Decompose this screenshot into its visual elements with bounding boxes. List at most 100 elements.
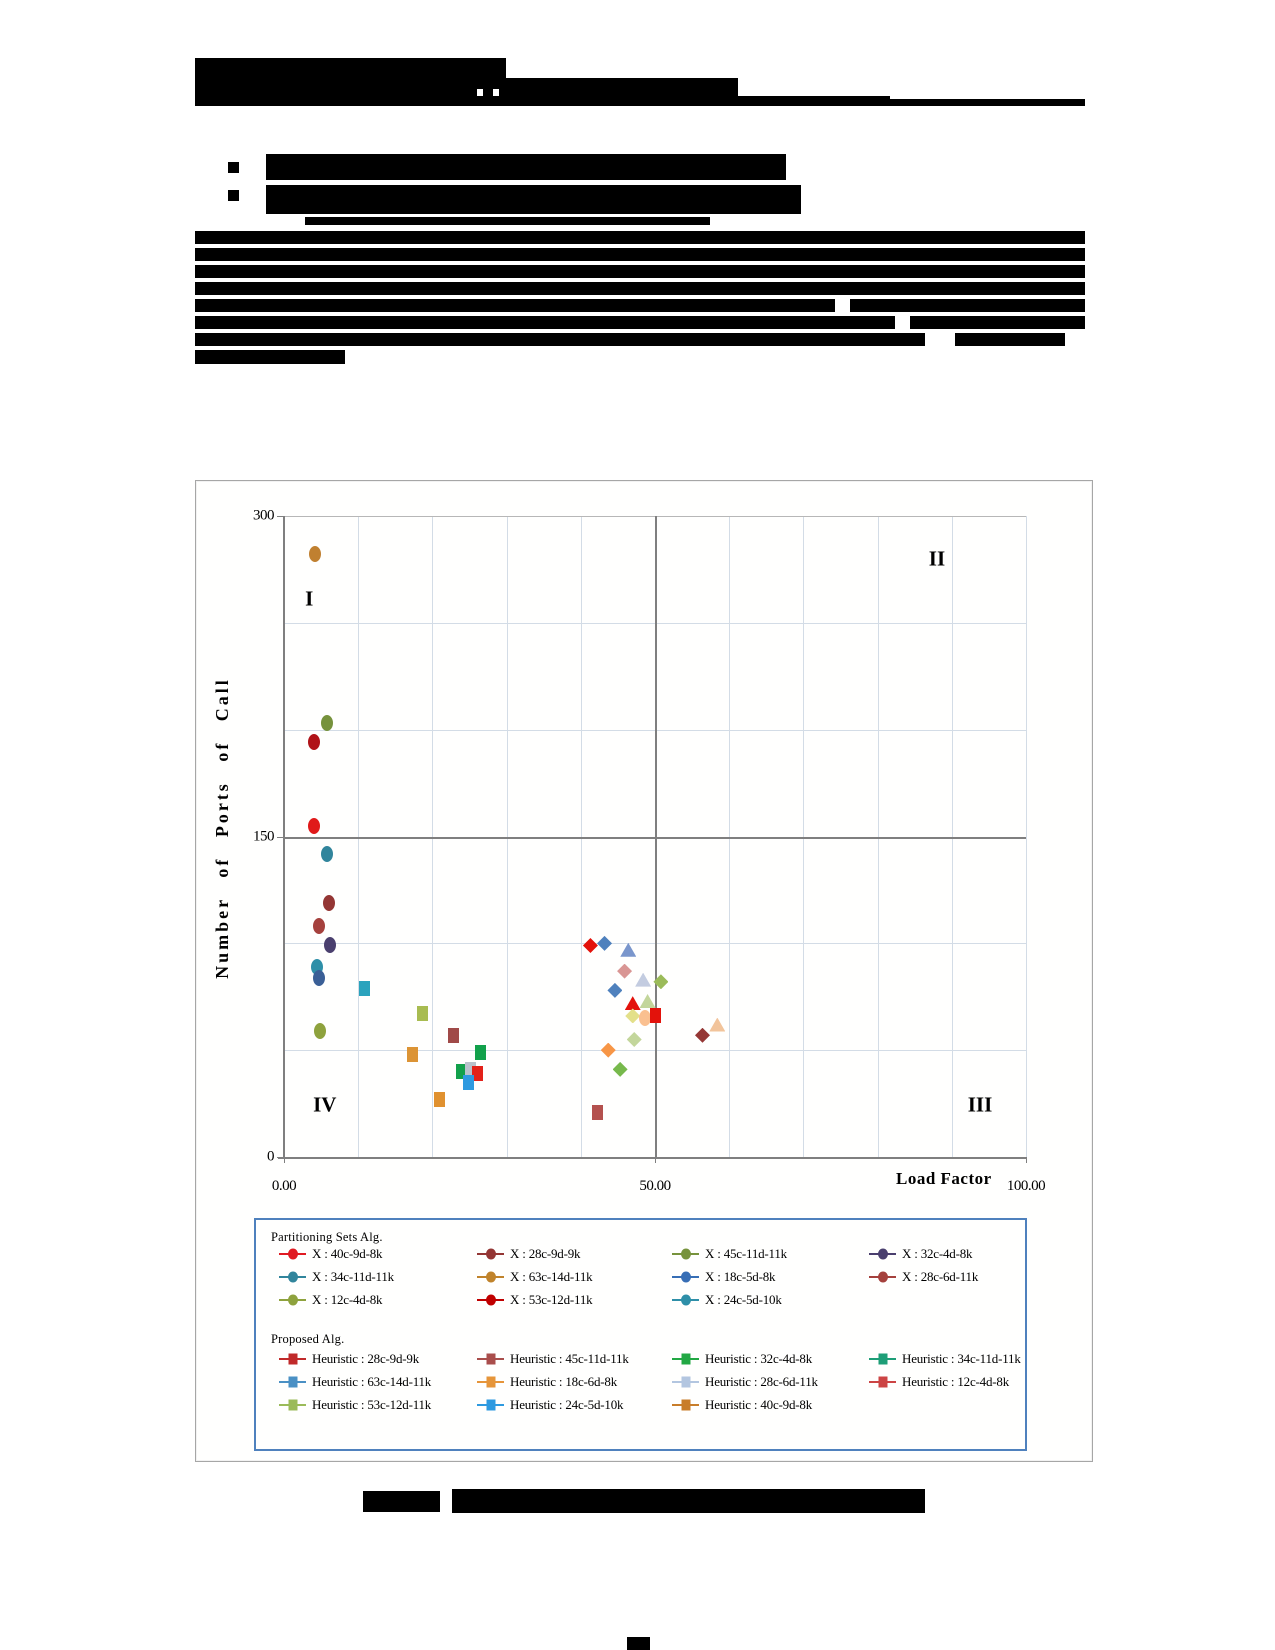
x-axis-tick	[655, 1157, 656, 1163]
circle-marker-icon	[680, 1248, 691, 1260]
legend-entry: Heuristic : 53c-12d-11k	[279, 1397, 431, 1413]
legend-marker	[477, 1376, 504, 1388]
legend-entry-label: Heuristic : 28c-9d-9k	[312, 1351, 419, 1366]
legend-entry: X : 12c-4d-8k	[279, 1292, 383, 1308]
data-point	[624, 996, 641, 1011]
data-point	[464, 1061, 476, 1077]
legend-entry-label: Heuristic : 28c-6d-11k	[705, 1374, 818, 1389]
legend-marker	[869, 1271, 896, 1283]
legend-entry: X : 34c-11d-11k	[279, 1269, 394, 1285]
legend-marker	[672, 1353, 699, 1365]
legend-entry-label: X : 12c-4d-8k	[312, 1292, 383, 1307]
circle-marker-icon	[485, 1294, 496, 1306]
legend-entry-label: Heuristic : 45c-11d-11k	[510, 1351, 629, 1366]
legend-entry-label: X : 24c-5d-10k	[705, 1292, 782, 1307]
legend-entry-label: Heuristic : 18c-6d-8k	[510, 1374, 617, 1389]
legend-entry-label: Heuristic : 34c-11d-11k	[902, 1351, 1021, 1366]
circle-marker-icon	[485, 1271, 496, 1283]
redacted-bullet	[228, 162, 239, 173]
redacted-title-line	[195, 78, 738, 96]
x-tick-label: 100.00	[1006, 1178, 1046, 1194]
data-point	[416, 1006, 428, 1022]
data-point	[462, 1074, 474, 1090]
data-point	[321, 715, 334, 732]
legend-marker	[477, 1248, 504, 1260]
legend-entry: Heuristic : 24c-5d-10k	[477, 1397, 623, 1413]
legend-entry-label: X : 40c-9d-8k	[312, 1246, 383, 1261]
legend-marker	[672, 1399, 699, 1411]
legend-entry-label: Heuristic : 53c-12d-11k	[312, 1397, 432, 1412]
legend-entry: X : 24c-5d-10k	[672, 1292, 782, 1308]
data-point	[597, 935, 613, 951]
data-point	[626, 1031, 642, 1047]
data-point	[649, 1008, 661, 1024]
legend-entry: X : 45c-11d-11k	[672, 1246, 787, 1262]
legend-entry: X : 28c-6d-11k	[869, 1269, 978, 1285]
circle-marker-icon	[680, 1271, 691, 1283]
scatter-plot: 0 150 300 0.00 50.00 100.00 I II III IV	[196, 481, 1092, 1461]
redacted-caption	[452, 1489, 925, 1513]
quadrant-divider-horizontal	[284, 836, 1026, 839]
legend-entry: Heuristic : 32c-4d-8k	[672, 1351, 812, 1367]
redacted-paragraph-line	[195, 231, 1085, 244]
circle-marker-icon	[485, 1248, 496, 1260]
data-point	[653, 974, 669, 990]
legend-marker	[279, 1271, 306, 1283]
quadrant-label: I	[305, 586, 314, 611]
redacted-paragraph-line	[195, 282, 1085, 295]
legend-entry: Heuristic : 63c-14d-11k	[279, 1374, 431, 1390]
redacted-caption	[363, 1491, 440, 1512]
redacted-paragraph-line	[955, 333, 1065, 346]
circle-marker-icon	[287, 1271, 298, 1283]
data-point	[639, 1010, 652, 1027]
circle-marker-icon	[877, 1271, 888, 1283]
x-tick-label: 0.00	[271, 1178, 297, 1194]
legend-entry-label: Heuristic : 40c-9d-8k	[705, 1397, 812, 1412]
redacted-title-line	[195, 96, 890, 106]
data-point	[309, 546, 322, 563]
legend-marker	[279, 1248, 306, 1260]
legend-group-title: Partitioning Sets Alg.	[271, 1230, 383, 1244]
data-point	[709, 1017, 726, 1032]
y-axis-tick	[277, 836, 284, 838]
legend-entry-label: X : 28c-9d-9k	[510, 1246, 581, 1261]
legend-entry-label: Heuristic : 63c-14d-11k	[312, 1374, 432, 1389]
legend-marker	[672, 1248, 699, 1260]
square-marker-icon	[878, 1353, 887, 1365]
data-point	[307, 734, 320, 751]
data-point	[324, 937, 336, 954]
legend-marker	[869, 1353, 896, 1365]
data-point	[434, 1091, 446, 1107]
legend-entry: Heuristic : 45c-11d-11k	[477, 1351, 629, 1367]
x-axis-line	[278, 1157, 1026, 1159]
redacted-paragraph-line	[195, 350, 345, 364]
quadrant-label: II	[928, 546, 946, 571]
data-point	[612, 1061, 628, 1077]
data-point	[639, 994, 656, 1009]
data-point	[625, 1008, 641, 1024]
y-axis-tick	[277, 516, 284, 517]
data-point	[635, 972, 652, 987]
square-marker-icon	[486, 1399, 495, 1411]
legend-marker	[279, 1294, 306, 1306]
square-marker-icon	[681, 1353, 690, 1365]
data-point	[617, 963, 633, 979]
circle-marker-icon	[680, 1294, 691, 1306]
data-point	[694, 1027, 710, 1043]
x-axis-tick	[1026, 1157, 1027, 1163]
legend-entry-label: X : 28c-6d-11k	[902, 1269, 979, 1284]
data-point	[591, 1104, 603, 1120]
redaction-gap	[477, 89, 483, 96]
redacted-title-line	[195, 58, 506, 78]
redacted-paragraph-line	[195, 248, 1085, 261]
data-point	[312, 918, 325, 935]
data-point	[322, 894, 335, 911]
square-marker-icon	[486, 1376, 495, 1388]
square-marker-icon	[288, 1399, 297, 1411]
quadrant-label: IV	[313, 1092, 337, 1117]
square-marker-icon	[288, 1376, 297, 1388]
legend-marker	[477, 1294, 504, 1306]
legend-marker	[477, 1271, 504, 1283]
square-marker-icon	[681, 1376, 690, 1388]
redaction-gap	[493, 89, 499, 96]
